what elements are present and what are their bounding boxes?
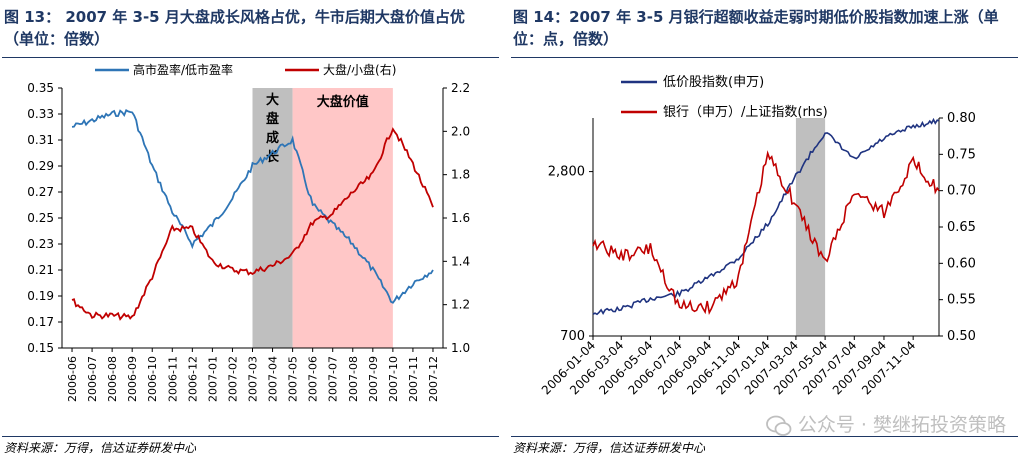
series-line-large-small <box>71 127 434 321</box>
x-tick-label: 2006-10 <box>146 356 159 402</box>
shaded-region-label: 大 <box>266 92 279 108</box>
y-tick-label-left: 2,800 <box>548 165 585 180</box>
x-tick-label: 2007-08 <box>347 356 360 402</box>
x-tick-label: 2006-06 <box>66 356 79 402</box>
y-tick-label-left: 0.15 <box>27 341 54 355</box>
right-figure-panel: 图 14：2007 年 3-5 月银行超额收益走弱时期低价股指数加速上涨（单位：… <box>509 0 1024 466</box>
x-tick-label: 2007-01 <box>206 356 219 402</box>
x-tick-label: 2007-12 <box>427 356 440 402</box>
series-line-low-price <box>592 117 940 316</box>
right-title-divider <box>511 57 1018 58</box>
x-tick-label: 2007-06 <box>307 356 320 402</box>
y-tick-label-right: 1.6 <box>451 211 470 225</box>
left-figure-panel: 图 13： 2007 年 3-5 月大盘成长风格占优，牛市后期大盘价值占优（单位… <box>0 0 505 466</box>
y-tick-label-left: 0.29 <box>27 159 54 173</box>
y-tick-label-right: 1.2 <box>451 298 470 312</box>
left-source-divider <box>2 436 499 437</box>
x-tick-label: 2006-07 <box>86 356 99 402</box>
shaded-region <box>252 88 293 348</box>
y-tick-label-left: 0.31 <box>27 133 54 147</box>
x-tick-label: 2007-11 <box>407 356 420 402</box>
x-tick-label: 2007-09 <box>367 356 380 402</box>
legend-label: 高市盈率/低市盈率 <box>133 62 233 77</box>
y-tick-label-left: 0.17 <box>27 315 54 329</box>
y-tick-label-left: 0.35 <box>27 81 54 95</box>
x-tick-label: 2006-11 <box>166 356 179 402</box>
x-tick-label: 2007-02 <box>226 356 239 402</box>
right-chart: 7002,8000.500.550.600.650.700.750.802006… <box>539 75 976 397</box>
watermark-text: 公众号 · 樊继拓投资策略 <box>797 414 1006 436</box>
y-tick-label-right: 0.55 <box>947 293 976 308</box>
watermark: 公众号 · 樊继拓投资策略 <box>765 410 1006 437</box>
legend-label: 低价股指数(申万) <box>663 75 764 90</box>
y-tick-label-right: 0.50 <box>947 329 976 344</box>
wechat-icon <box>765 415 792 436</box>
shaded-region-label: 成 <box>266 130 279 146</box>
shaded-region-label: 大盘价值 <box>317 94 369 110</box>
legend-label: 银行（申万）/上证指数(rhs) <box>663 105 828 120</box>
x-tick-label: 2007-05 <box>287 356 300 402</box>
right-source-divider <box>511 436 1018 437</box>
left-title-divider <box>2 57 499 58</box>
y-tick-label-left: 0.21 <box>27 263 54 277</box>
x-tick-label: 2007-03 <box>247 356 260 402</box>
right-figure-title: 图 14：2007 年 3-5 月银行超额收益走弱时期低价股指数加速上涨（单位：… <box>513 8 999 48</box>
y-tick-label-right: 1.0 <box>451 341 470 355</box>
series-line-pe-ratio <box>71 109 434 304</box>
x-tick-label: 2006-08 <box>106 356 119 402</box>
legend-label: 大盘/小盘(右) <box>323 62 396 77</box>
x-tick-label: 2006-09 <box>126 356 139 402</box>
shaded-region-label: 盘 <box>266 111 279 127</box>
y-tick-label-left: 700 <box>560 329 585 344</box>
right-source-note: 资料来源：万得，信达证券研发中心 <box>513 441 706 455</box>
x-tick-label: 2007-07 <box>327 356 340 402</box>
y-tick-label-left: 0.33 <box>27 107 54 121</box>
y-tick-label-left: 0.25 <box>27 211 54 225</box>
left-chart: 大盘成长大盘价值0.150.170.190.210.230.250.270.29… <box>27 62 470 402</box>
y-tick-label-right: 1.4 <box>451 254 470 268</box>
y-tick-label-left: 0.27 <box>27 185 54 199</box>
left-figure-title: 图 13： 2007 年 3-5 月大盘成长风格占优，牛市后期大盘价值占优（单位… <box>4 8 465 48</box>
y-tick-label-left: 0.19 <box>27 289 54 303</box>
y-tick-label-right: 0.70 <box>947 184 976 199</box>
x-tick-label: 2007-10 <box>387 356 400 402</box>
series-line-bank-ratio <box>592 150 940 316</box>
y-tick-label-right: 2.2 <box>451 81 470 95</box>
x-tick-label: 2007-04 <box>267 356 280 402</box>
y-tick-label-left: 0.23 <box>27 237 54 251</box>
y-tick-label-right: 0.75 <box>947 147 976 162</box>
y-tick-label-right: 1.8 <box>451 168 470 182</box>
y-tick-label-right: 2.0 <box>451 124 470 138</box>
y-tick-label-right: 0.60 <box>947 256 976 271</box>
y-tick-label-right: 0.65 <box>947 220 976 235</box>
left-source-note: 资料来源：万得，信达证券研发中心 <box>4 441 197 455</box>
x-tick-label: 2006-12 <box>186 356 199 402</box>
shaded-region <box>292 88 393 348</box>
shaded-region <box>795 118 826 336</box>
y-tick-label-right: 0.80 <box>947 111 976 126</box>
